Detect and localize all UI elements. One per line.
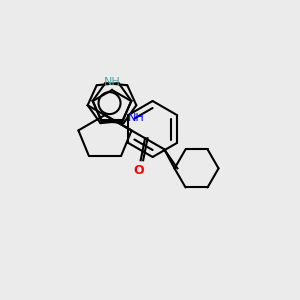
Text: NH: NH (103, 77, 120, 87)
Text: O: O (133, 164, 144, 177)
Text: NH: NH (128, 113, 145, 123)
